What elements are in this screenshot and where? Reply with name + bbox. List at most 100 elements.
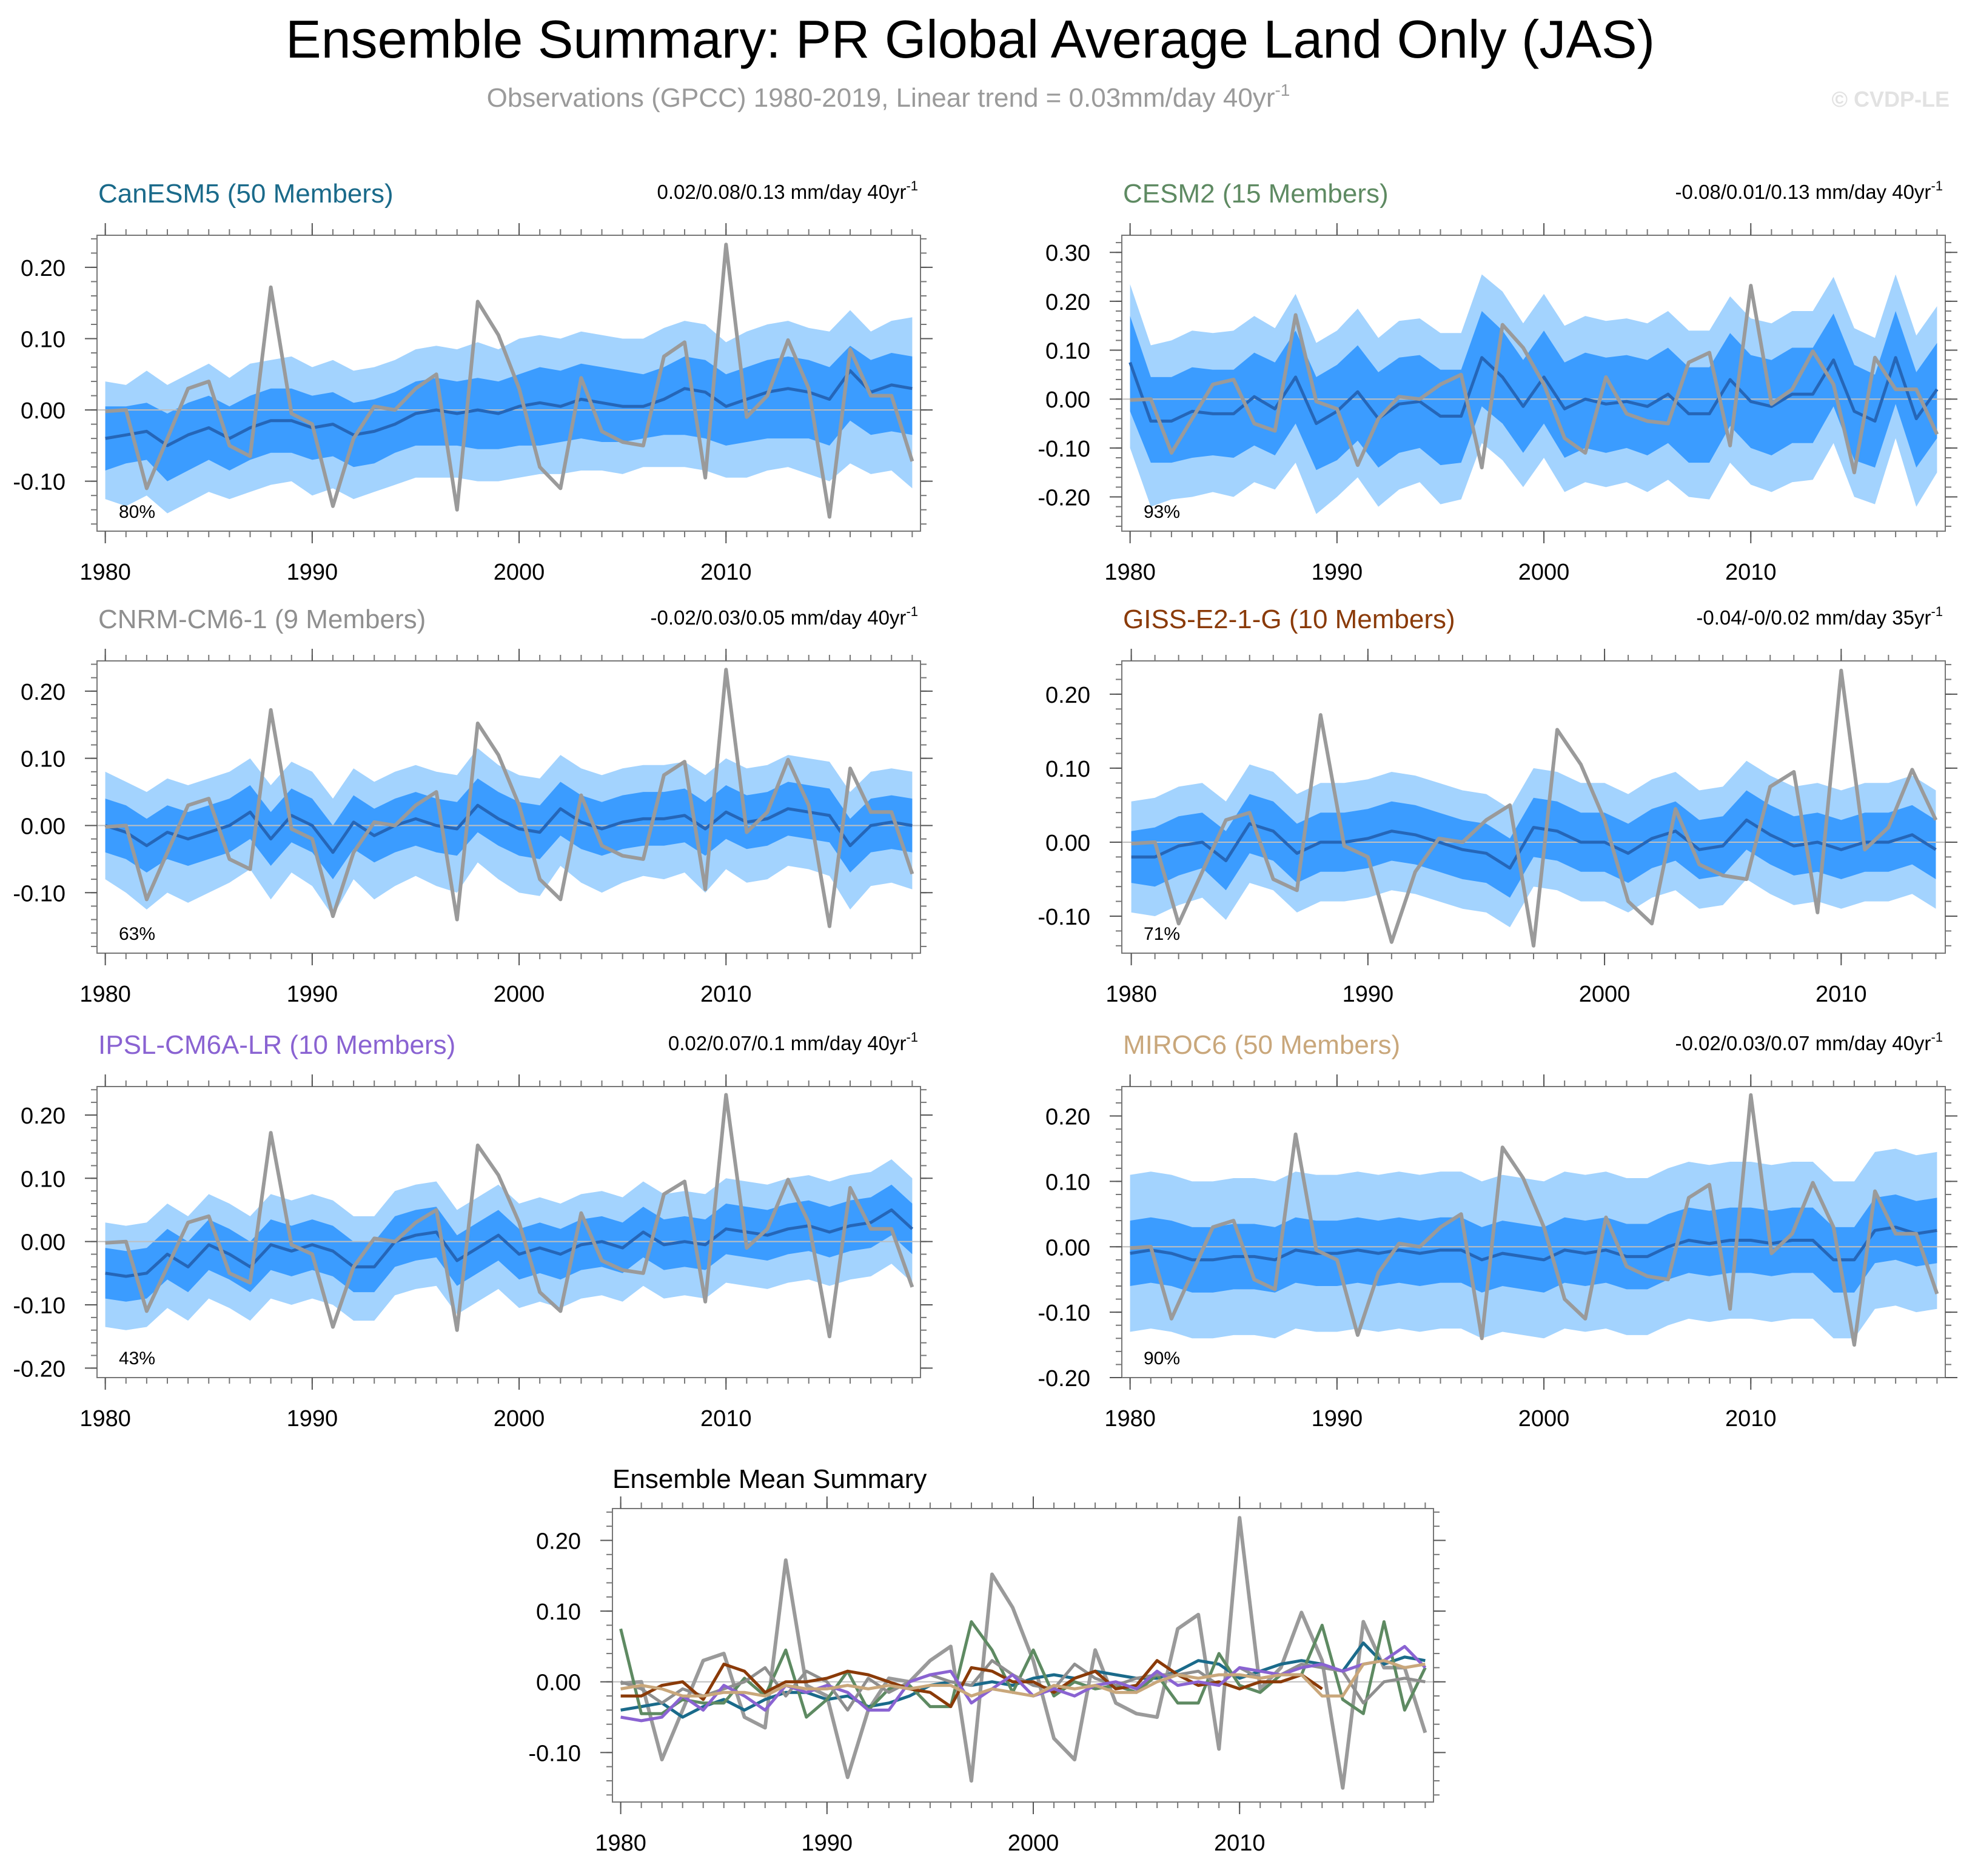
ensemble-mean-line-canesm5: [105, 369, 913, 447]
y-tick-label: -0.10: [13, 1293, 65, 1319]
y-tick-label: 0.20: [536, 1529, 581, 1554]
x-tick-label: 2000: [1518, 560, 1570, 585]
x-tick-label: 1990: [802, 1831, 853, 1856]
percent-label-canesm5: 80%: [119, 502, 155, 522]
y-tick-label: 0.00: [21, 398, 65, 424]
panel-ensemble-mean-summary: -0.10 0.00 0.10 0.20 1980 1990 2000 2010 Ensembl…: [528, 1464, 1446, 1856]
x-tick-label: 1990: [1312, 1406, 1363, 1432]
ensemble-mean-line-cnrm-cm6-1: [104, 803, 913, 854]
band-10-90-cnrm-cm6-1: [105, 778, 913, 880]
figure-subtitle-text: Observations (GPCC) 1980-2019, Linear tr…: [487, 83, 1275, 113]
plot-area-miroc6: [1122, 1093, 1945, 1347]
trend-label-miroc6: -0.02/0.03/0.07 mm/day 40yr-1: [1675, 1030, 1943, 1054]
y-tick-label: -0.20: [1038, 1366, 1090, 1392]
y-tick-label: -0.20: [13, 1356, 65, 1382]
x-tick-label: 2010: [1725, 1406, 1777, 1432]
x-tick-label: 2010: [1725, 560, 1777, 585]
observations-line-miroc6: [1130, 1093, 1939, 1347]
y-tick-label: 0.20: [1045, 1105, 1090, 1130]
panel-title-canesm5: CanESM5 (50 Members): [98, 179, 394, 209]
plot-area-cnrm-cm6-1: [97, 668, 920, 928]
x-tick-label: 2010: [1816, 982, 1867, 1007]
ensemble-mean-line-miroc6: [1130, 1225, 1937, 1262]
x-tick-label: 2000: [1579, 982, 1631, 1007]
y-tick-label: 0.20: [1045, 290, 1090, 315]
ensemble-mean-line-ipsl-cm6a-lr: [105, 1208, 914, 1278]
y-tick-label: 0.10: [21, 1167, 65, 1192]
y-tick-label: -0.10: [1038, 905, 1090, 930]
figure-subtitle: Observations (GPCC) 1980-2019, Linear tr…: [487, 81, 1290, 113]
band-10-90-canesm5: [105, 346, 913, 481]
x-tick-label: 2010: [700, 982, 752, 1007]
y-tick-label: -0.10: [528, 1741, 581, 1766]
y-tick-label: 0.10: [21, 747, 65, 772]
observations-line-canesm5: [105, 243, 914, 519]
y-tick-label: -0.10: [13, 470, 65, 495]
y-tick-label: 0.10: [1045, 757, 1090, 782]
figure-subtitle-sup: -1: [1275, 81, 1290, 99]
observations-line-cnrm-cm6-1: [105, 668, 914, 928]
x-tick-label: 2010: [1214, 1831, 1266, 1856]
panel-miroc6: -0.20 -0.10 0.00 0.10 0.20 1980 1990 2000 2010 MI…: [1038, 1030, 1957, 1432]
frame-miroc6: [1121, 1086, 1946, 1378]
panel-title-ipsl-cm6a-lr: IPSL-CM6A-LR (10 Members): [98, 1030, 455, 1060]
frame-canesm5: [96, 235, 921, 532]
y-tick-label: 0.10: [1045, 1170, 1090, 1195]
observations-line-cesm2: [1130, 284, 1939, 475]
y-tick-label: 0.20: [21, 256, 65, 281]
trend-label-ipsl-cm6a-lr: 0.02/0.07/0.1 mm/day 40yr-1: [668, 1030, 918, 1054]
y-tick-label: 0.00: [1045, 831, 1090, 856]
trend-label-canesm5: 0.02/0.08/0.13 mm/day 40yr-1: [657, 178, 918, 203]
y-tick-label: 0.20: [21, 680, 65, 705]
x-tick-label: 1980: [595, 1831, 646, 1856]
y-tick-label: -0.10: [13, 881, 65, 906]
y-tick-label: 0.00: [1045, 387, 1090, 413]
y-tick-label: 0.20: [21, 1104, 65, 1129]
x-tick-label: 1990: [287, 982, 338, 1007]
panels: -0.10 0.00 0.10 0.20 1980 1990 2000 2010 CanESM5…: [13, 178, 1957, 1856]
percent-label-ipsl-cm6a-lr: 43%: [119, 1348, 155, 1368]
percent-label-cnrm-cm6-1: 63%: [119, 924, 155, 944]
x-tick-label: 1980: [79, 1406, 131, 1432]
y-tick-label: -0.10: [1038, 1301, 1090, 1326]
y-tick-label: -0.20: [1038, 486, 1090, 511]
summary-line-miroc6: [620, 1659, 1426, 1698]
y-tick-label: 0.00: [1045, 1235, 1090, 1261]
x-tick-label: 1980: [1105, 982, 1157, 1007]
ensemble-mean-line-cesm2: [1128, 356, 1939, 425]
panel-giss-e2-1-g: -0.10 0.00 0.10 0.20 1980 1990 2000 2010 GISS-E2…: [1038, 604, 1957, 1007]
panel-canesm5: -0.10 0.00 0.10 0.20 1980 1990 2000 2010 CanESM5…: [13, 178, 933, 585]
x-tick-label: 1990: [1312, 560, 1363, 585]
trend-label-cnrm-cm6-1: -0.02/0.03/0.05 mm/day 40yr-1: [651, 604, 918, 629]
y-tick-label: 0.00: [21, 1230, 65, 1256]
panel-title-cesm2: CESM2 (15 Members): [1123, 179, 1389, 209]
x-tick-label: 2000: [1518, 1406, 1570, 1432]
panel-cnrm-cm6-1: -0.10 0.00 0.10 0.20 1980 1990 2000 2010 CNRM-CM…: [13, 604, 933, 1007]
x-tick-label: 2000: [494, 982, 545, 1007]
y-tick-label: 0.30: [1045, 241, 1090, 266]
x-tick-label: 1980: [79, 560, 131, 585]
panel-title-ensemble-mean-summary: Ensemble Mean Summary: [612, 1464, 927, 1494]
y-tick-label: 0.20: [1045, 683, 1090, 708]
plot-area-giss-e2-1-g: [1122, 668, 1945, 948]
plot-area-ensemble-mean-summary: [612, 1516, 1433, 1790]
percent-label-cesm2: 93%: [1144, 502, 1180, 522]
plot-area-ipsl-cm6a-lr: [97, 1093, 920, 1339]
y-tick-label: 0.10: [536, 1600, 581, 1625]
plot-area-cesm2: [1122, 274, 1945, 514]
percent-label-miroc6: 90%: [1144, 1348, 1180, 1368]
y-tick-label: 0.10: [21, 327, 65, 353]
panel-cesm2: -0.20 -0.10 0.00 0.10 0.20 0.30 1980 1990 2000 20…: [1038, 178, 1957, 585]
y-tick-label: 0.10: [1045, 339, 1090, 364]
frame-ipsl-cm6a-lr: [96, 1086, 921, 1378]
panel-title-miroc6: MIROC6 (50 Members): [1123, 1030, 1400, 1060]
observations-line-ipsl-cm6a-lr: [105, 1093, 914, 1339]
panel-title-giss-e2-1-g: GISS-E2-1-G (10 Members): [1123, 605, 1455, 634]
panel-title-cnrm-cm6-1: CNRM-CM6-1 (9 Members): [98, 605, 426, 634]
x-tick-label: 1980: [1104, 1406, 1156, 1432]
observations-line-giss-e2-1-g: [1131, 668, 1938, 948]
x-tick-label: 2000: [494, 1406, 545, 1432]
y-tick-label: 0.00: [21, 814, 65, 839]
trend-label-cesm2: -0.08/0.01/0.13 mm/day 40yr-1: [1675, 178, 1943, 203]
